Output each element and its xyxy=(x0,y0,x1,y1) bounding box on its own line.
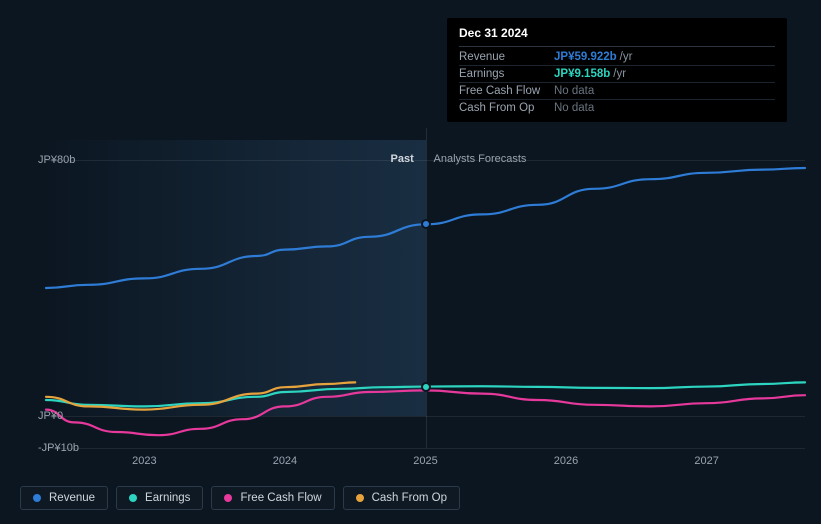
tooltip-row-label: Free Cash Flow xyxy=(459,85,554,97)
section-label-past: Past xyxy=(391,153,414,165)
tooltip-row-nodata: No data xyxy=(554,85,594,97)
tooltip-row: Free Cash FlowNo data xyxy=(459,83,775,100)
gridline xyxy=(46,448,805,449)
legend-label: Cash From Op xyxy=(372,492,447,504)
section-label-forecast: Analysts Forecasts xyxy=(434,153,527,165)
x-axis-label: 2024 xyxy=(273,455,297,467)
past-future-divider xyxy=(426,128,427,448)
tooltip-date: Dec 31 2024 xyxy=(459,26,775,47)
tooltip-row-nodata: No data xyxy=(554,102,594,114)
tooltip-row-label: Revenue xyxy=(459,51,554,63)
tooltip-row-suffix: /yr xyxy=(620,51,633,63)
chart-legend: Revenue Earnings Free Cash Flow Cash From O… xyxy=(20,486,460,510)
legend-dot xyxy=(33,494,41,502)
tooltip-row-label: Earnings xyxy=(459,68,554,80)
x-axis-label: 2026 xyxy=(554,455,578,467)
legend-item-revenue[interactable]: Revenue xyxy=(20,486,108,510)
legend-dot xyxy=(129,494,137,502)
legend-label: Earnings xyxy=(145,492,190,504)
legend-dot xyxy=(356,494,364,502)
x-axis-label: 2027 xyxy=(694,455,718,467)
tooltip-row: Cash From OpNo data xyxy=(459,100,775,116)
series-line-cfo xyxy=(46,382,355,409)
tooltip-row-suffix: /yr xyxy=(613,68,626,80)
legend-item-earnings[interactable]: Earnings xyxy=(116,486,203,510)
tooltip-row-value: JP¥59.922b xyxy=(554,51,617,63)
x-axis-label: 2025 xyxy=(413,455,437,467)
chart-tooltip: Dec 31 2024 RevenueJP¥59.922b/yrEarnings… xyxy=(447,18,787,122)
tooltip-row: RevenueJP¥59.922b/yr xyxy=(459,49,775,66)
y-axis-label: JP¥0 xyxy=(38,410,63,422)
legend-item-fcf[interactable]: Free Cash Flow xyxy=(211,486,334,510)
tooltip-row-value: JP¥9.158b xyxy=(554,68,610,80)
y-axis-label: -JP¥10b xyxy=(38,442,79,454)
legend-item-cfo[interactable]: Cash From Op xyxy=(343,486,460,510)
marker-earnings xyxy=(421,382,431,392)
y-axis-label: JP¥80b xyxy=(38,154,75,166)
legend-dot xyxy=(224,494,232,502)
financial-chart: PastAnalysts Forecasts JP¥80bJP¥0-JP¥10b… xyxy=(16,128,805,448)
plot-area[interactable]: Past Analysts Forecasts xyxy=(46,128,805,448)
legend-label: Revenue xyxy=(49,492,95,504)
marker-revenue xyxy=(421,219,431,229)
tooltip-row-label: Cash From Op xyxy=(459,102,554,114)
tooltip-row: EarningsJP¥9.158b/yr xyxy=(459,66,775,83)
legend-label: Free Cash Flow xyxy=(240,492,321,504)
x-axis-label: 2023 xyxy=(132,455,156,467)
